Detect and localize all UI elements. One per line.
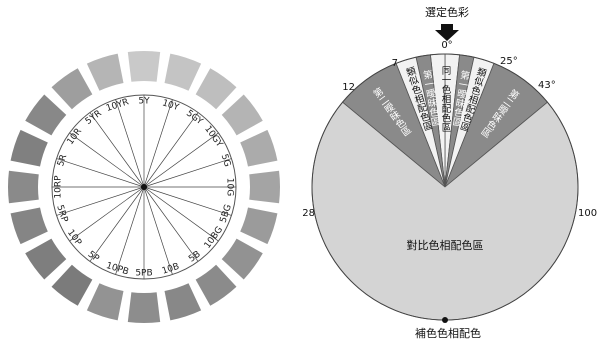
hue-spoke [143,186,199,262]
hue-swatch-5y [127,50,161,82]
hue-spoke [143,186,219,242]
hue-label-10rp: 10RP [54,175,64,199]
hue-swatch-10yr [86,53,124,91]
hue-swatch-10gy [221,94,263,136]
munsell-hue-wheel: 5Y 10Y5GY10GY5G10G5BG10BG5B10B5PB10PB5P10… [8,50,280,323]
hue-swatch-10bg [221,238,263,280]
selected-color-arrow-icon [435,24,459,41]
hue-spoke [69,186,145,242]
hue-label-5r: 5R [56,153,69,167]
label-same-hue: 同一色相配色區 [440,66,452,133]
hue-swatch-5g [240,129,278,167]
hue-wheel-swatches [8,50,280,323]
boundary-label-25: 25° [500,56,518,67]
hue-swatch-5rp [10,207,48,245]
hue-spoke [56,158,145,188]
hue-swatch-5bg [240,207,278,245]
hue-swatch-10rp [8,170,39,204]
hue-swatch-10b [164,283,202,321]
hue-swatch-10r [25,94,67,136]
selected-color-label: 選定色彩 [425,5,469,19]
hue-spoke [89,186,145,262]
hue-swatch-5yr [51,68,93,110]
hue-spoke [69,132,145,188]
hue-spoke [143,158,232,188]
boundary-label-12: 12 [342,82,355,93]
hue-swatch-5gy [195,68,237,110]
hue-swatch-5b [195,264,237,306]
hue-spoke [115,186,145,275]
boundary-label-100: 100 [578,208,597,219]
harmony-sectors [311,53,579,321]
hue-wheel-center-dot [141,184,147,190]
hue-spoke [143,132,219,188]
boundary-label-43: 43° [538,80,556,91]
hue-swatch-5p [51,264,93,306]
harmony-boundary-labels: 0° 7 12 25° 28 43° 100 [302,40,597,219]
hue-spoke [56,186,145,216]
hue-label-5y: 5Y [138,97,150,107]
hue-swatch-5pb [127,292,161,323]
hue-swatch-10y [164,53,202,91]
boundary-label-28: 28 [302,208,315,219]
label-contrast-hue: 對比色相配色區 [407,238,484,252]
hue-spoke [115,99,145,188]
boundary-label-7: 7 [392,58,398,69]
hue-spoke [143,186,232,216]
hue-wheel-spokes [52,95,236,279]
hue-swatch-10pb [86,283,124,321]
hue-label-10g: 10G [225,178,235,196]
hue-swatch-10g [249,170,280,204]
hue-label-5g: 5G [219,153,232,168]
hue-swatch-5r [10,129,48,167]
hue-swatch-10p [25,238,67,280]
hue-spoke [143,186,173,275]
hue-label-5pb: 5PB [135,269,152,279]
hue-spoke [89,112,145,188]
hue-spoke [143,112,199,188]
complement-label: 補色色相配色 [415,326,481,340]
hue-spoke [143,99,173,188]
complement-point [442,317,448,323]
boundary-label-0: 0° [441,40,452,51]
